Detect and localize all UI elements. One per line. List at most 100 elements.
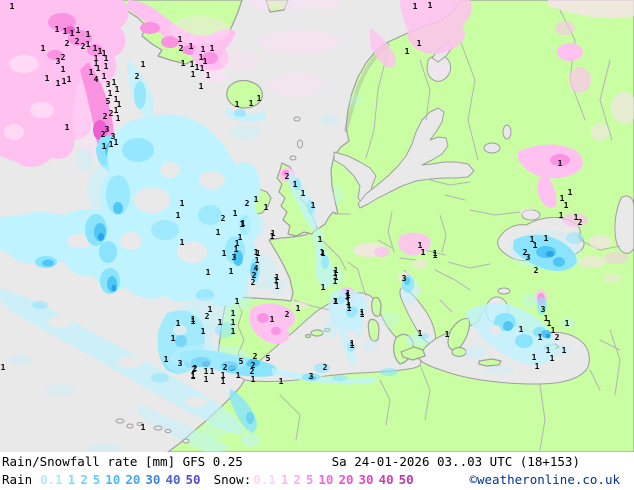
precip-value-label: 1	[231, 309, 236, 318]
shetland-islands	[297, 139, 303, 149]
precip-value-label: 1	[67, 75, 72, 84]
outline-islands	[115, 116, 303, 444]
precip-value-label: 1	[96, 64, 101, 73]
scale-value: 10	[318, 472, 334, 487]
precip-value-label: 1	[320, 248, 325, 257]
precip-value-label: 1	[559, 211, 564, 220]
precip-value-label: 1	[201, 327, 206, 336]
precip-value-label: 2	[578, 218, 583, 227]
precip-value-label: 2	[75, 37, 80, 46]
precip-value-label: 1	[321, 249, 326, 258]
precip-legend: Rain 0.1 1 2 5 10 20 30 40 50 Snow: 0.1 1 2 5 10 20 30…	[2, 471, 419, 488]
precip-value-label: 1	[574, 213, 579, 222]
precip-value-label: 1	[347, 301, 352, 310]
precip-value-label: 1	[210, 44, 215, 53]
precip-value-label: 1	[333, 297, 338, 306]
land-iceland	[226, 79, 263, 109]
precip-value-label: 2	[253, 352, 258, 361]
azores-island	[153, 425, 163, 431]
precip-value-label: 1	[275, 273, 280, 282]
precip-value-label: 1	[270, 315, 275, 324]
precip-value-label: 3	[178, 359, 183, 368]
precip-value-label: 1	[421, 248, 426, 257]
precip-value-label: 1	[346, 298, 351, 307]
precip-value-label: 1	[203, 57, 208, 66]
precip-value-label: 1	[65, 123, 70, 132]
precip-value-label: 1	[70, 29, 75, 38]
land-ibiza	[304, 333, 312, 339]
precip-value-label: 1	[301, 189, 306, 198]
precip-value-label: 1	[199, 82, 204, 91]
precip-value-label: 1	[229, 267, 234, 276]
precip-value-label: 1	[238, 233, 243, 242]
precip-value-label: 1	[112, 78, 117, 87]
precip-value-label: 1	[222, 249, 227, 258]
precip-value-label: 2	[103, 112, 108, 121]
precip-value-label: 1	[76, 26, 81, 35]
precip-value-label: 1	[233, 209, 238, 218]
precip-value-label: 1	[547, 319, 552, 328]
precip-value-label: 3	[526, 253, 531, 262]
precip-value-label: 3	[541, 305, 546, 314]
precip-value-label: 1	[546, 346, 551, 355]
scale-value: 1	[67, 472, 76, 487]
precip-value-label: 3	[111, 132, 116, 141]
scale-value: 2	[293, 472, 301, 487]
precip-value-label: 4	[254, 264, 259, 273]
precip-value-label: 1	[275, 282, 280, 291]
precip-value-label: 1	[10, 2, 15, 11]
precip-value-label: 3	[106, 80, 111, 89]
product-title: Rain/Snowfall rate [mm] GFS 0.25	[2, 454, 243, 469]
precip-value-label: 1	[191, 315, 196, 324]
precip-value-label: 2	[193, 364, 198, 373]
precip-value-label: 1	[56, 79, 61, 88]
precip-value-label: 1	[565, 319, 570, 328]
precip-value-label: 2	[109, 109, 114, 118]
precip-value-label: 1	[102, 49, 107, 58]
precip-value-label: 1	[206, 71, 211, 80]
lake-ladoga	[483, 142, 501, 154]
precip-value-label: 1	[296, 304, 301, 313]
precip-value-label: 1	[564, 201, 569, 210]
precip-value-label: 1	[418, 241, 423, 250]
orkney-islands	[289, 155, 297, 161]
precip-value-label: 1	[117, 100, 122, 109]
azores-island	[126, 423, 134, 429]
precip-value-label: 2	[245, 199, 250, 208]
precip-value-label: 1	[256, 249, 261, 258]
precip-value-label: 2	[61, 53, 66, 62]
precip-value-label: 1	[231, 318, 236, 327]
precip-value-label: 1	[360, 308, 365, 317]
precip-value-label: 1	[235, 297, 240, 306]
precip-value-label: 1	[418, 329, 423, 338]
precip-value-label: 5	[266, 354, 271, 363]
precip-value-label: 1	[544, 314, 549, 323]
precip-value-label: 2	[250, 367, 255, 376]
precip-value-label: 1	[350, 341, 355, 350]
precip-value-label: 1	[535, 362, 540, 371]
precip-value-label: 1	[176, 211, 181, 220]
precip-value-label: 4	[94, 75, 99, 84]
precip-value-label: 1	[61, 65, 66, 74]
precip-value-label: 1	[538, 333, 543, 342]
precip-value-label: 2	[81, 42, 86, 51]
precip-value-label: 1	[94, 59, 99, 68]
azores-island	[164, 429, 172, 433]
precip-value-label: 1	[93, 44, 98, 53]
land-sicily	[400, 346, 426, 361]
precip-value-label: 1	[206, 268, 211, 277]
precip-value-label: 1	[530, 235, 535, 244]
precip-value-label: 1	[235, 100, 240, 109]
precip-value-label: 1	[334, 266, 339, 275]
precip-value-label: 1	[216, 228, 221, 237]
precip-value-label: 1	[98, 47, 103, 56]
precip-value-label: 1	[86, 30, 91, 39]
baltic-sea	[357, 107, 475, 209]
scale-value: 1	[280, 472, 289, 487]
precip-value-label: 3	[402, 274, 407, 283]
precip-value-label: 1	[104, 54, 109, 63]
precip-value-label: 1	[191, 70, 196, 79]
precip-value-label: 1	[41, 44, 46, 53]
